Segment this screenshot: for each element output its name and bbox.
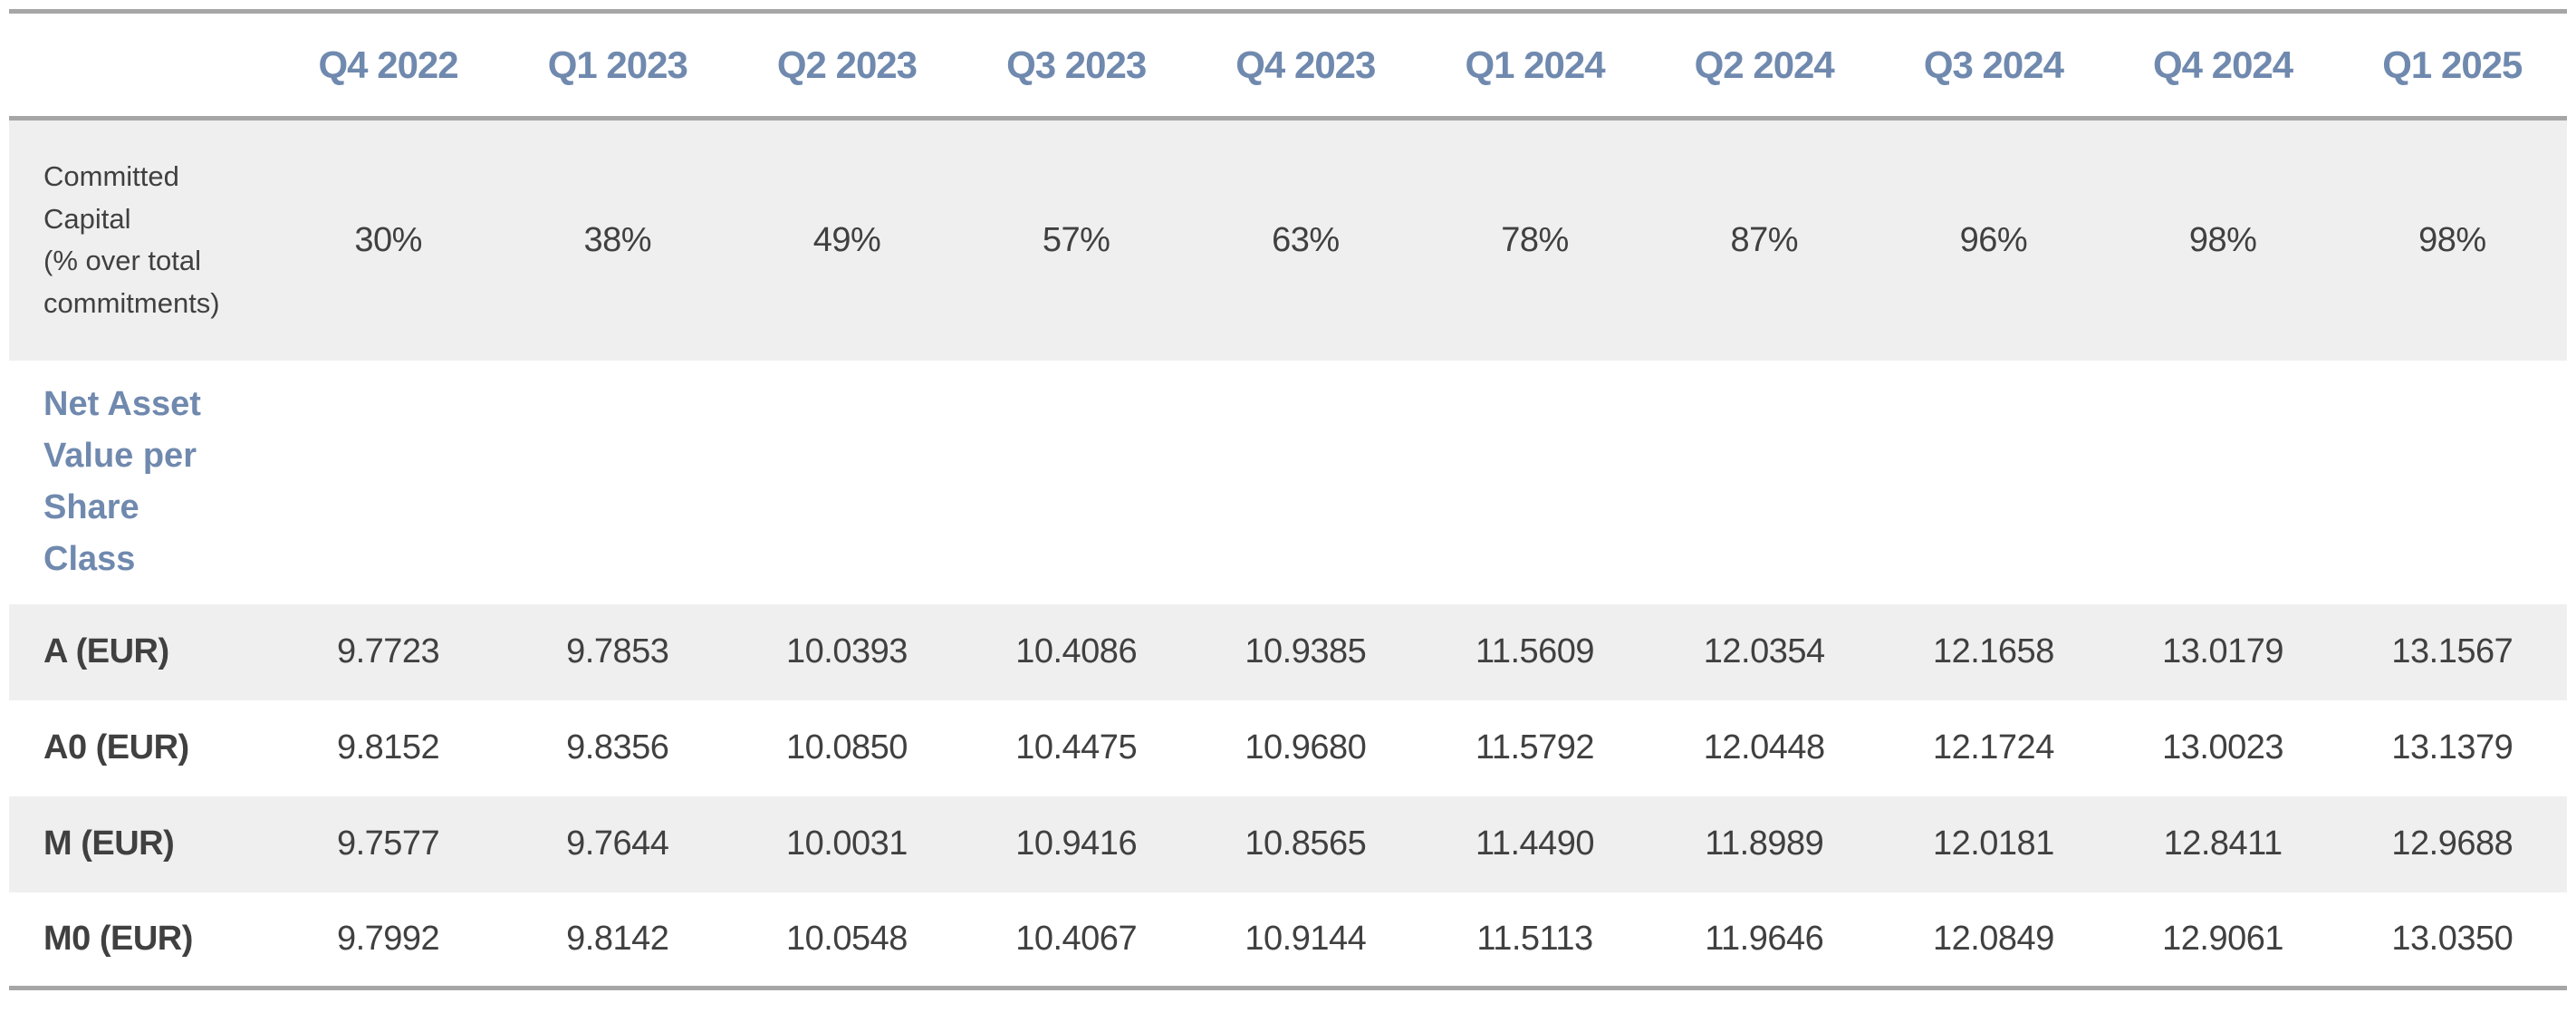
share-class-label: M0 (EUR)	[43, 919, 193, 958]
share-class-label: A0 (EUR)	[43, 728, 189, 766]
nav-value: 13.1379	[2391, 728, 2514, 766]
nav-value: 12.9688	[2391, 824, 2514, 863]
nav-value: 11.9646	[1705, 919, 1824, 958]
committed-capital-label: Committed Capital (% over total commitme…	[43, 160, 220, 319]
nav-value: 11.5113	[1476, 919, 1593, 958]
committed-capital-value: 63%	[1272, 220, 1340, 259]
committed-capital-value: 78%	[1501, 220, 1569, 259]
nav-value: 12.9061	[2162, 919, 2284, 958]
quarter-header-q3-2023: Q3 2023	[961, 11, 1191, 121]
nav-value: 12.1658	[1932, 632, 2054, 670]
nav-value: 9.7992	[336, 919, 440, 958]
nav-value: 13.0350	[2391, 919, 2514, 958]
share-class-row-m0: M0 (EUR) 9.7992 9.8142 10.0548 10.4067 1…	[9, 892, 2567, 988]
nav-value: 12.0354	[1703, 632, 1825, 670]
nav-value: 13.0023	[2162, 728, 2284, 766]
share-class-row-a: A (EUR) 9.7723 9.7853 10.0393 10.4086 10…	[9, 603, 2567, 700]
committed-capital-value: 87%	[1730, 220, 1798, 259]
quarterly-nav-table: Q4 2022 Q1 2023 Q2 2023 Q3 2023 Q4 2023 …	[9, 9, 2567, 990]
nav-value: 9.7853	[566, 632, 669, 670]
nav-value: 9.7577	[336, 824, 440, 863]
nav-section-label: Net Asset Value per Share Class	[43, 385, 201, 578]
nav-value: 12.0849	[1932, 919, 2054, 958]
nav-value: 12.1724	[1932, 728, 2054, 766]
quarter-header-q2-2024: Q2 2024	[1649, 11, 1879, 121]
quarter-header-row: Q4 2022 Q1 2023 Q2 2023 Q3 2023 Q4 2023 …	[9, 11, 2567, 121]
share-class-row-m: M (EUR) 9.7577 9.7644 10.0031 10.9416 10…	[9, 795, 2567, 892]
committed-capital-row: Committed Capital (% over total commitme…	[9, 118, 2567, 361]
nav-value: 10.4086	[1015, 632, 1138, 670]
nav-value: 11.8989	[1705, 824, 1824, 863]
nav-value: 10.4067	[1015, 919, 1138, 958]
nav-value: 12.0181	[1932, 824, 2054, 863]
nav-value: 9.8356	[566, 728, 669, 766]
nav-value: 12.0448	[1703, 728, 1825, 766]
nav-value: 10.0031	[786, 824, 908, 863]
empty-cell	[274, 361, 503, 604]
nav-value: 12.8411	[2163, 824, 2283, 863]
share-class-label: A (EUR)	[43, 632, 169, 670]
empty-cell	[1420, 361, 1649, 604]
nav-value: 11.5609	[1475, 632, 1595, 670]
committed-capital-value: 30%	[354, 220, 422, 259]
nav-section-row: Net Asset Value per Share Class	[9, 361, 2567, 604]
committed-capital-value: 98%	[2188, 220, 2257, 259]
empty-cell	[732, 361, 961, 604]
nav-value: 11.5792	[1475, 728, 1595, 766]
nav-value: 10.4475	[1015, 728, 1138, 766]
nav-value: 10.0548	[786, 919, 908, 958]
empty-cell	[1191, 361, 1420, 604]
empty-cell	[1879, 361, 2108, 604]
share-class-label: M (EUR)	[43, 824, 175, 863]
empty-cell	[2338, 361, 2567, 604]
empty-cell	[2109, 361, 2338, 604]
committed-capital-value: 49%	[812, 220, 881, 259]
empty-cell	[962, 361, 1191, 604]
nav-value: 10.9144	[1245, 919, 1367, 958]
quarter-header-q3-2024: Q3 2024	[1879, 11, 2109, 121]
quarter-header-q2-2023: Q2 2023	[732, 11, 962, 121]
nav-value: 10.9680	[1245, 728, 1367, 766]
nav-value: 10.0850	[786, 728, 908, 766]
committed-capital-value: 98%	[2418, 220, 2486, 259]
nav-value: 10.9416	[1015, 824, 1138, 863]
nav-value: 13.0179	[2162, 632, 2284, 670]
quarter-header-q4-2023: Q4 2023	[1190, 11, 1420, 121]
nav-value: 10.8565	[1245, 824, 1367, 863]
nav-value: 9.8152	[336, 728, 440, 766]
quarter-header-q4-2022: Q4 2022	[274, 11, 504, 121]
nav-value: 13.1567	[2391, 632, 2514, 670]
committed-capital-value: 96%	[1959, 220, 2028, 259]
quarter-header-q4-2024: Q4 2024	[2108, 11, 2338, 121]
nav-value: 9.7644	[566, 824, 669, 863]
quarter-header-q1-2023: Q1 2023	[503, 11, 733, 121]
nav-value: 11.4490	[1475, 824, 1595, 863]
nav-value: 10.9385	[1245, 632, 1367, 670]
empty-cell	[503, 361, 732, 604]
committed-capital-value: 57%	[1042, 220, 1110, 259]
nav-value: 9.8142	[566, 919, 669, 958]
document-page: Q4 2022 Q1 2023 Q2 2023 Q3 2023 Q4 2023 …	[9, 9, 2567, 990]
nav-value: 10.0393	[786, 632, 908, 670]
quarter-header-q1-2025: Q1 2025	[2337, 11, 2567, 121]
quarter-header-q1-2024: Q1 2024	[1419, 11, 1650, 121]
committed-capital-value: 38%	[583, 220, 652, 259]
corner-cell	[9, 11, 274, 121]
share-class-row-a0: A0 (EUR) 9.8152 9.8356 10.0850 10.4475 1…	[9, 700, 2567, 796]
nav-value: 9.7723	[336, 632, 440, 670]
empty-cell	[1649, 361, 1879, 604]
